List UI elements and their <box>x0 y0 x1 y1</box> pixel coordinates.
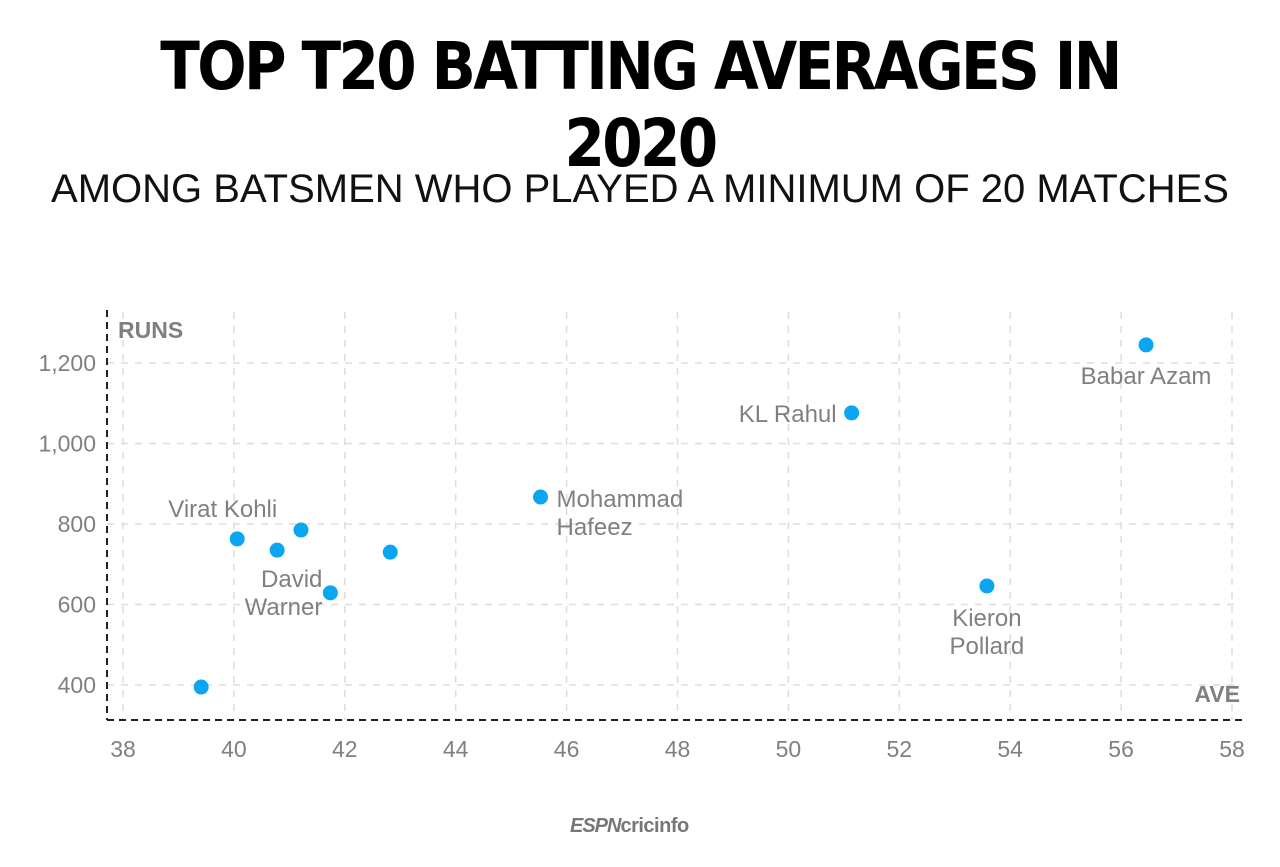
x-tick-label: 50 <box>776 736 802 762</box>
point-label: KL Rahul <box>739 401 837 428</box>
x-tick-label: 40 <box>221 736 247 762</box>
data-point <box>269 542 285 558</box>
chart-title: TOP T20 BATTING AVERAGES IN 2020 <box>160 28 1122 182</box>
chart-subtitle: AMONG BATSMEN WHO PLAYED A MINIMUM OF 20… <box>51 167 1229 211</box>
y-tick-label: 1,200 <box>38 350 96 376</box>
data-point <box>844 405 860 421</box>
data-point <box>229 531 245 547</box>
x-tick-label: 52 <box>887 736 913 762</box>
data-point <box>382 544 398 560</box>
x-axis-label: AVE <box>1194 681 1240 707</box>
x-tick-label: 54 <box>997 736 1023 762</box>
x-tick-label: 58 <box>1219 736 1245 762</box>
point-label: Virat Kohli <box>168 496 277 523</box>
data-point <box>322 585 338 601</box>
x-tick-label: 44 <box>443 736 469 762</box>
x-tick-label: 42 <box>332 736 358 762</box>
y-tick-label: 600 <box>58 592 96 618</box>
data-point <box>1138 337 1154 353</box>
x-tick-label: 38 <box>110 736 136 762</box>
data-point <box>979 578 995 594</box>
data-point <box>533 489 549 505</box>
point-label: David Warner <box>245 566 323 621</box>
espncricinfo-logo: ESPNcricinfo <box>570 815 689 837</box>
point-label: Kieron Pollard <box>950 605 1025 660</box>
x-tick-label: 56 <box>1108 736 1134 762</box>
y-tick-label: 1,000 <box>38 431 96 457</box>
data-point <box>193 679 209 695</box>
x-tick-label: 46 <box>554 736 580 762</box>
point-label: Babar Azam <box>1081 363 1212 390</box>
x-tick-label: 48 <box>665 736 691 762</box>
point-label: Mohammad Hafeez <box>557 486 684 541</box>
y-tick-label: 400 <box>58 672 96 698</box>
data-point <box>293 522 309 538</box>
y-tick-label: 800 <box>58 511 96 537</box>
y-axis-label: RUNS <box>118 317 183 343</box>
